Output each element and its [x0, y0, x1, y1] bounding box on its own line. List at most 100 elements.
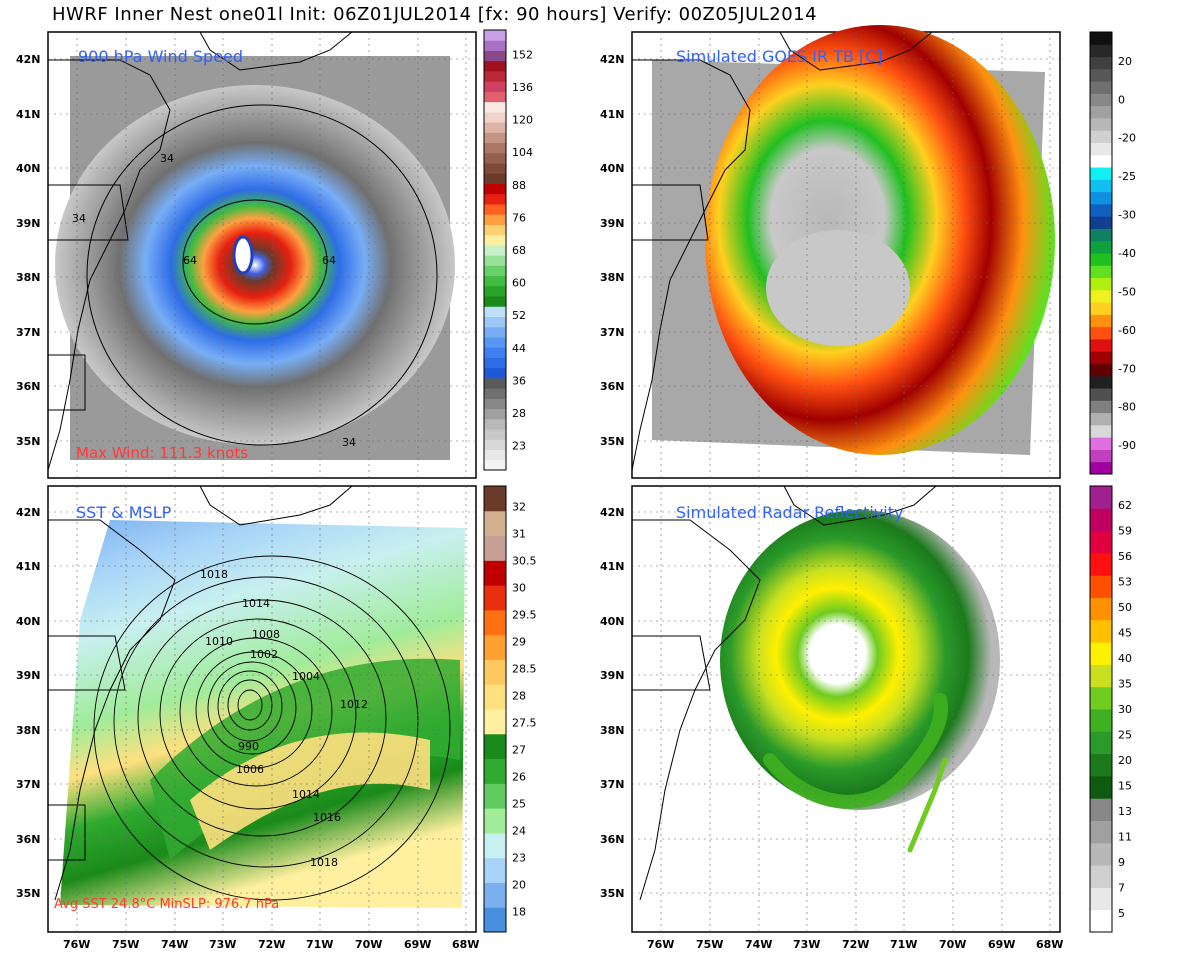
colorbar-swatch [484, 255, 506, 266]
colorbar-swatch [484, 193, 506, 205]
colorbar-label: 7 [1118, 881, 1125, 894]
colorbar-swatch [484, 907, 506, 933]
lat-label: 37N [600, 326, 625, 339]
lon-label: 74W [161, 938, 188, 951]
colorbar-swatch [484, 70, 506, 82]
lat-label: 38N [600, 271, 625, 284]
lat-label: 41N [600, 560, 625, 573]
colorbar-swatch [484, 560, 506, 586]
panel-radar-label: Simulated Radar Reflectivity [676, 503, 903, 522]
colorbar-swatch [484, 783, 506, 809]
lat-label: 36N [16, 833, 41, 846]
colorbar-swatch [484, 609, 506, 636]
grid-lines [632, 32, 1060, 478]
isobar-label: 1008 [252, 628, 280, 641]
colorbar-label: 23 [512, 852, 526, 865]
state-border [48, 635, 126, 691]
ir-eye-region [766, 230, 910, 346]
lat-label: 39N [600, 669, 625, 682]
colorbar-swatch [484, 111, 506, 123]
colorbar-label: 23 [512, 440, 526, 453]
colorbar-swatch [1090, 179, 1112, 193]
colorbar-swatch [1090, 798, 1112, 821]
colorbar-swatch [484, 882, 506, 908]
colorbar-swatch [484, 808, 506, 834]
colorbar-swatch [1090, 842, 1112, 866]
colorbar-swatch [484, 459, 506, 471]
lon-label: 71W [306, 938, 333, 951]
colorbar-swatch [1090, 81, 1112, 94]
lat-label: 37N [16, 326, 41, 339]
colorbar-swatch [1090, 191, 1112, 205]
lon-label: 74W [745, 938, 772, 951]
colorbar-label: 68 [512, 244, 526, 257]
colorbar-swatch [484, 40, 506, 51]
isobar-label: 1006 [236, 763, 264, 776]
colorbar-label: 26 [512, 771, 526, 784]
colorbar-swatch [484, 357, 506, 369]
colorbar-swatch [484, 486, 506, 512]
lat-label: 35N [16, 887, 41, 900]
colorbar-swatch [1090, 203, 1112, 217]
colorbar-swatch [484, 659, 506, 685]
colorbar-swatch [484, 224, 506, 236]
colorbar-swatch [484, 733, 506, 760]
colorbar-label: 31 [512, 527, 526, 540]
colorbar-swatch [1090, 117, 1112, 131]
isobar-label: 1018 [310, 856, 338, 869]
lat-label: 39N [16, 669, 41, 682]
colorbar-swatch [484, 367, 506, 379]
colorbar-label: 5 [1118, 907, 1125, 920]
lat-label: 42N [600, 506, 625, 519]
colorbar-label: 20 [1118, 754, 1132, 767]
panel-wind-label: 900 hPa Wind Speed [78, 47, 243, 66]
lon-label: 75W [112, 938, 139, 951]
colorbar-swatch [484, 408, 506, 420]
colorbar-swatch [1090, 314, 1112, 328]
lat-label: 39N [600, 217, 625, 230]
lat-label: 36N [16, 380, 41, 393]
colorbar-swatch [484, 326, 506, 338]
colorbar-swatch [484, 684, 506, 710]
colorbar-label: 59 [1118, 525, 1132, 538]
colorbar-swatch [484, 173, 506, 184]
wind-eye [232, 235, 254, 275]
colorbar-label: 44 [512, 342, 526, 355]
lat-label: 37N [600, 778, 625, 791]
colorbar-swatch [484, 449, 506, 461]
isobar-label: 1016 [313, 811, 341, 824]
colorbar-swatch [484, 30, 506, 41]
radar-rainband [763, 693, 948, 809]
colorbar-label: 53 [1118, 576, 1132, 589]
colorbar-swatch [484, 132, 506, 144]
colorbar-swatch [1090, 552, 1112, 576]
lon-label: 71W [890, 938, 917, 951]
colorbar-label: 20 [1118, 55, 1132, 68]
panel-sst-note: Avg SST 24.8°C MinSLP: 976.7 hPa [54, 897, 279, 912]
colorbar-swatch [484, 244, 506, 256]
colorbar-label: 24 [512, 825, 526, 838]
panel-radar: Simulated Radar Reflectivity 42N 41N 40N… [600, 485, 1063, 951]
colorbar-label: 13 [1118, 805, 1132, 818]
colorbar-swatch [1090, 530, 1112, 554]
colorbar-swatch [484, 81, 506, 92]
colorbar-swatch [1090, 461, 1112, 475]
lat-label: 35N [600, 435, 625, 448]
colorbar-label: 52 [512, 309, 526, 322]
state-border [632, 184, 709, 241]
colorbar-label: 30 [512, 581, 526, 594]
lat-label: 38N [16, 271, 41, 284]
lat-label: 40N [16, 162, 41, 175]
colorbar-label: 45 [1118, 627, 1132, 640]
colorbar-swatch [484, 510, 506, 537]
isobar-label: 990 [238, 740, 259, 753]
lon-label: 69W [988, 938, 1015, 951]
coastline [47, 59, 171, 471]
colorbar-swatch [484, 429, 506, 440]
colorbar-swatch [484, 709, 506, 735]
colorbar-swatch [1090, 105, 1112, 119]
state-border [632, 635, 711, 691]
colorbar-swatch [1090, 240, 1112, 254]
lat-label: 36N [600, 380, 625, 393]
panel-ir-label: Simulated GOES IR TB [C] [676, 47, 883, 66]
